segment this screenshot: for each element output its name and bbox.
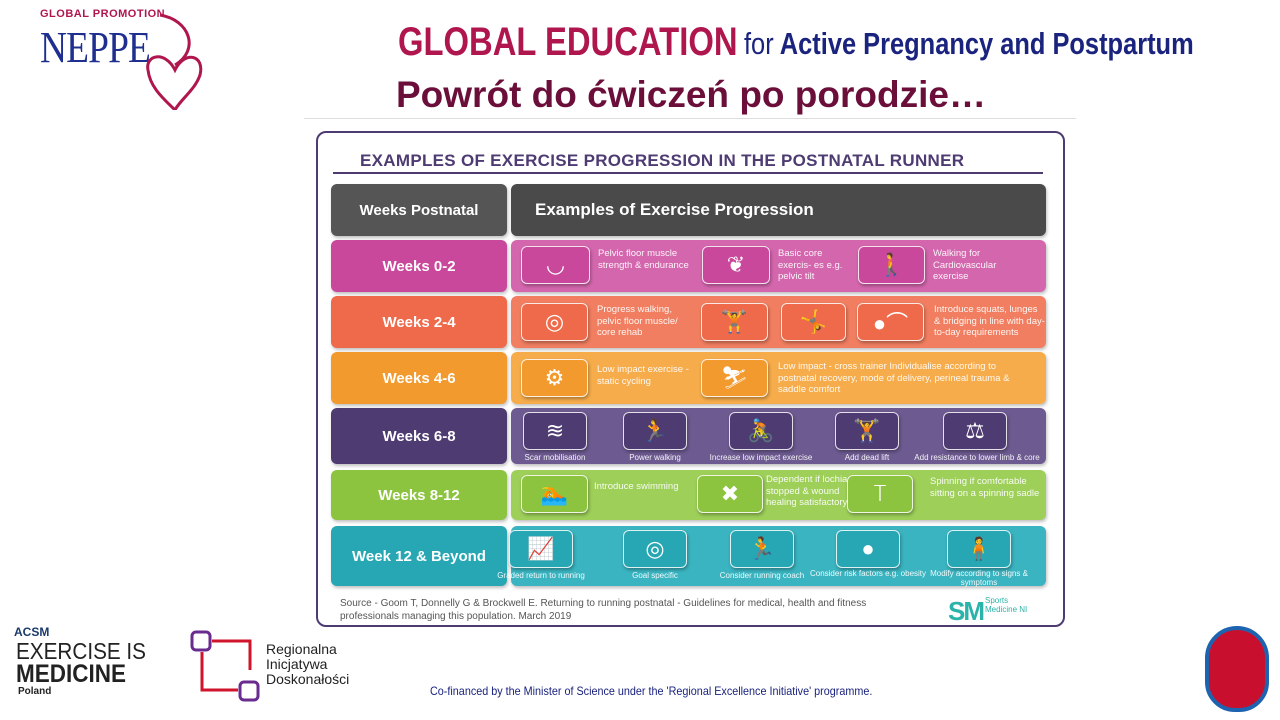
bridge-icon: ●⌒ [857, 303, 924, 341]
power-walking-icon: 🏃 [623, 412, 687, 450]
bladder-icon: ◡ [521, 246, 590, 284]
item-text: Low impact - cross trainer Individualise… [778, 361, 1010, 395]
sports-medicine-text: Sports Medicine NI [985, 596, 1028, 614]
item-caption: Consider running coach [719, 571, 805, 580]
eim-logo-line2: MEDICINE [16, 660, 127, 688]
bandage-icon: ✖ [697, 475, 763, 513]
item-text: Spinning if comfortable sitting on a spi… [930, 476, 1040, 499]
item-caption: Consider risk factors e.g. obesity [809, 569, 927, 578]
neppe-logo-tagline: GLOBAL PROMOTION [40, 8, 166, 20]
coach-icon: 🏃 [730, 530, 794, 568]
target-icon: ◎ [623, 530, 687, 568]
slide-subtitle: Powrót do ćwiczeń po porodzie… [396, 74, 986, 115]
row-label-weeks-8-12: Weeks 8-12 [331, 470, 507, 520]
row-label-week-12-beyond: Week 12 & Beyond [331, 526, 507, 586]
saddle-icon: ⟙ [847, 475, 913, 513]
item-text: Dependent if lochia stopped & wound heal… [766, 474, 848, 508]
rid-logo-icon [190, 630, 260, 702]
row-weeks-6-8: ≋ Scar mobilisation 🏃 Power walking 🚴 In… [511, 408, 1046, 464]
title-global-education: GLOBAL EDUCATION [398, 20, 738, 64]
lunge-icon: 🤸 [781, 303, 846, 341]
pelvis-icon: ❦ [702, 246, 770, 284]
item-caption: Add resistance to lower limb & core [914, 453, 1040, 462]
acsm-logo: ACSM [14, 625, 50, 639]
item-caption: Power walking [629, 453, 681, 462]
scar-icon: ≋ [523, 412, 587, 450]
header-examples: Examples of Exercise Progression [511, 184, 1046, 236]
row-weeks-8-12: 🏊 Introduce swimming ✖ Dependent if loch… [511, 470, 1046, 520]
sports-medicine-logo: SM [948, 596, 985, 626]
row-weeks-0-2: ◡ Pelvic floor muscle strength & enduran… [511, 240, 1046, 292]
deadlift-icon: 🏋 [835, 412, 899, 450]
item-text: Introduce squats, lunges & bridging in l… [934, 304, 1045, 338]
walking-icon: 🚶 [858, 246, 925, 284]
eim-logo-line3: Poland [18, 686, 52, 697]
item-caption: Increase low impact exercise [709, 453, 813, 462]
item-caption: Scar mobilisation [524, 453, 586, 462]
item-text: Introduce swimming [594, 481, 679, 492]
item-text: Progress walking, pelvic floor muscle/ c… [597, 304, 678, 338]
mat-icon: ◎ [521, 303, 588, 341]
fatigue-icon: 🧍 [947, 530, 1011, 568]
source-citation: Source - Goom T, Donnelly G & Brockwell … [340, 598, 867, 622]
dumbbell-icon: ⚖ [943, 412, 1007, 450]
squat-icon: 🏋 [701, 303, 768, 341]
row-weeks-2-4: ◎ Progress walking, pelvic floor muscle/… [511, 296, 1046, 348]
eim-logo-line1: EXERCISE IS [16, 638, 146, 664]
row-label-weeks-0-2: Weeks 0-2 [331, 240, 507, 292]
university-seal-icon [1205, 626, 1269, 712]
swimming-icon: 🏊 [521, 475, 588, 513]
item-text: Pelvic floor muscle strength & endurance [598, 248, 689, 271]
person-icon: ● [836, 530, 900, 568]
item-text: Low impact exercise - static cycling [597, 364, 689, 387]
row-label-weeks-4-6: Weeks 4-6 [331, 352, 507, 404]
row-week-12-beyond: 📈 Graded return to running ◎ Goal specif… [497, 526, 1046, 587]
static-bike-icon: ⚙ [521, 359, 588, 397]
item-text: Walking for Cardiovascular exercise [933, 248, 997, 282]
row-label-weeks-6-8: Weeks 6-8 [331, 408, 507, 464]
cycling-icon: 🚴 [729, 412, 793, 450]
rid-logo-text: Regionalna Inicjatywa Doskonałości [266, 641, 350, 687]
item-caption: Add dead lift [844, 453, 890, 462]
item-caption: Goal specific [632, 571, 678, 580]
infographic-title: EXAMPLES OF EXERCISE PROGRESSION IN THE … [360, 151, 965, 170]
cross-trainer-icon: ⛷ [701, 359, 768, 397]
neppe-logo: NEPPE [40, 23, 151, 72]
title-underline [333, 172, 1043, 174]
row-weeks-4-6: ⚙ Low impact exercise - static cycling ⛷… [511, 352, 1046, 404]
bar-chart-icon: 📈 [509, 530, 573, 568]
title-subject: for Active Pregnancy and Postpartum [744, 26, 1194, 61]
item-text: Basic core exercis- es e.g. pelvic tilt [778, 248, 843, 282]
item-caption: Modify according to signs & symptoms [930, 569, 1028, 587]
row-label-weeks-2-4: Weeks 2-4 [331, 296, 507, 348]
cofinancing-note: Co-financed by the Minister of Science u… [430, 684, 873, 698]
item-caption: Graded return to running [497, 571, 585, 580]
divider [304, 118, 1076, 119]
header-weeks: Weeks Postnatal [331, 184, 507, 236]
heart-logo-icon [146, 13, 203, 110]
